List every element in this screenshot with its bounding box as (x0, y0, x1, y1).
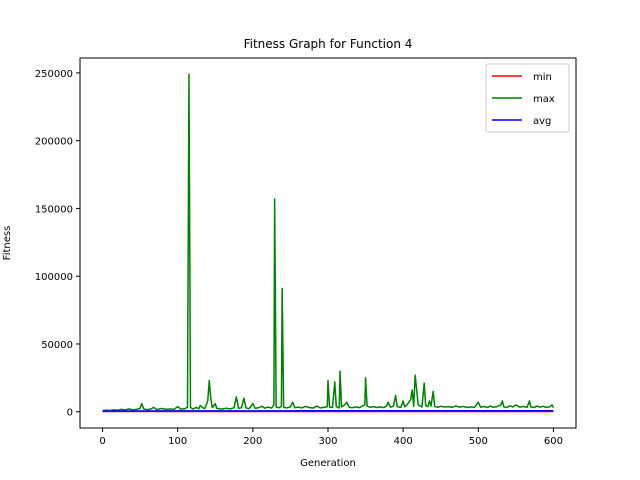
x-axis-title: Generation (300, 458, 356, 469)
y-axis-title: Fitness (2, 226, 13, 261)
y-tick-label: 150000 (35, 204, 73, 215)
x-tick-label: 200 (243, 436, 262, 447)
y-tick-label: 250000 (35, 69, 73, 80)
y-tick-label: 100000 (35, 272, 73, 283)
plot-lines (102, 73, 555, 413)
x-tick-label: 0 (99, 436, 105, 447)
y-tick-label: 50000 (41, 340, 73, 351)
x-tick-label: 600 (544, 436, 563, 447)
x-tick-label: 400 (394, 436, 413, 447)
x-tick-label: 300 (318, 436, 337, 447)
y-tick-label: 0 (67, 408, 73, 419)
legend-label-min: min (533, 72, 552, 83)
y-tick-label: 200000 (35, 137, 73, 148)
y-axis: 0 50000 100000 150000 200000 250000 (35, 69, 80, 419)
legend-box (485, 63, 570, 133)
x-tick-label: 100 (168, 436, 187, 447)
series-line-max (102, 73, 555, 412)
legend: min max avg (485, 63, 570, 133)
x-tick-label: 500 (469, 436, 488, 447)
legend-label-avg: avg (533, 116, 551, 127)
x-axis: 0 100 200 300 400 500 600 (99, 428, 563, 447)
legend-label-max: max (533, 94, 555, 105)
chart-title: Fitness Graph for Function 4 (244, 37, 413, 51)
